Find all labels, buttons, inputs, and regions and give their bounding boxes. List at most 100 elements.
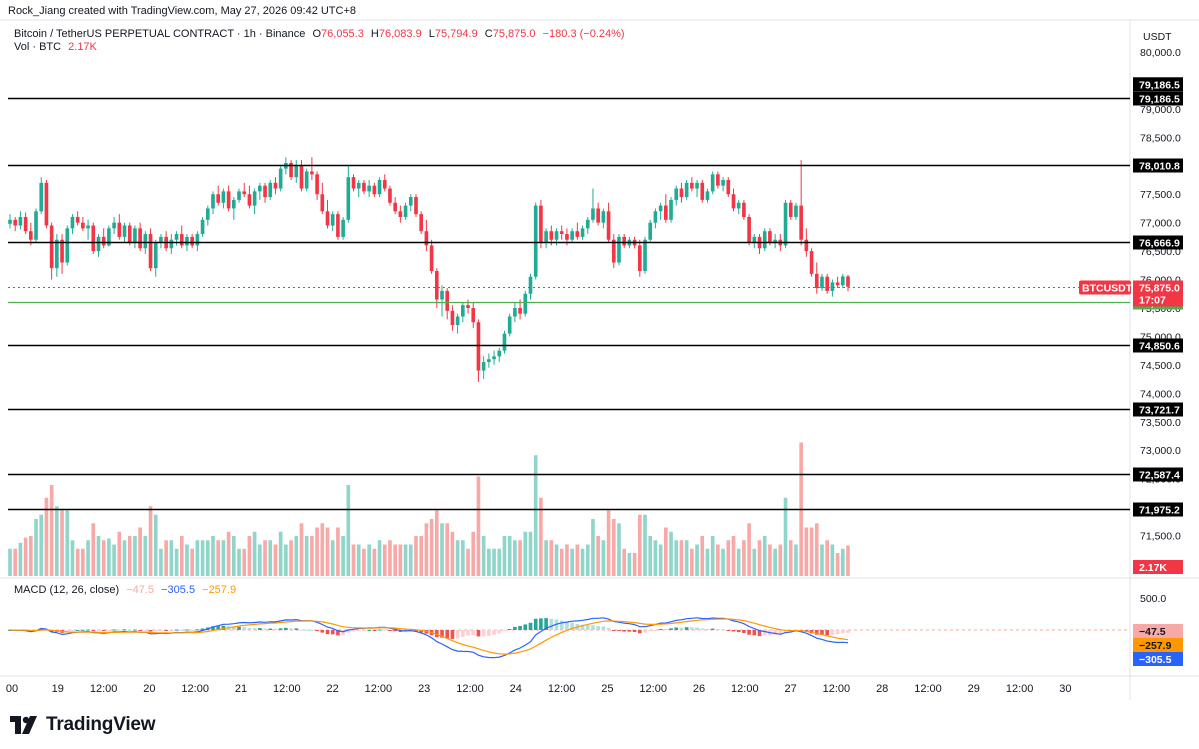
candle-body [450, 310, 455, 326]
candle-body [294, 165, 299, 178]
volume-bar [690, 548, 694, 576]
volume-bar [710, 536, 715, 576]
tradingview-brand[interactable]: TradingView [10, 714, 156, 736]
candle-body [185, 236, 189, 246]
candle-body [200, 219, 205, 235]
candle-body [846, 276, 850, 287]
level-price-label: 73,721.7 [1139, 405, 1180, 417]
candle-body [237, 191, 241, 200]
volume-bar [747, 523, 751, 576]
candle-body [539, 205, 543, 243]
macd-hist-bar [247, 628, 252, 630]
macd-hist-bar [164, 630, 168, 631]
time-tick: 12:00 [90, 683, 118, 695]
candle-body [580, 228, 585, 237]
volume-bar [320, 523, 325, 576]
volume-bar [330, 540, 335, 576]
volume-bar [726, 540, 731, 576]
macd-hist-bar [351, 630, 356, 632]
candle-body [388, 188, 392, 203]
volume-bar [632, 553, 637, 576]
macd-group [8, 617, 1130, 659]
volume-bar [814, 523, 819, 576]
volume-bar [169, 540, 174, 576]
macd-hist-bar [513, 626, 517, 630]
candle-body [710, 174, 715, 192]
macd-hist-bar [216, 626, 221, 630]
macd-hist-bar [762, 630, 767, 636]
volume-bar [258, 544, 262, 576]
volume-bar [70, 540, 75, 576]
candle-body [231, 199, 236, 209]
time-tick: 12:00 [639, 683, 667, 695]
volume-bar [768, 544, 772, 576]
macd-hist-bar [440, 630, 444, 638]
volume-bar [28, 536, 33, 576]
macd-hist-bar [627, 630, 632, 632]
macd-hist-bar [200, 628, 205, 630]
levels-group: 79,186.578,010.876,666.975,607.474,850.6… [8, 91, 1183, 517]
candle-body [705, 191, 710, 200]
candle-body [65, 228, 70, 263]
close-key: C [484, 28, 493, 40]
macd-hist-bar [679, 627, 684, 630]
macd-hist-bar [664, 629, 668, 631]
time-tick: 28 [876, 683, 888, 695]
volume-bar [164, 540, 168, 576]
candle-body [481, 362, 486, 371]
volume-bar [757, 540, 762, 576]
macd-label[interactable]: MACD (12, 26, close) [14, 584, 120, 596]
macd-hist-bar [492, 630, 496, 635]
volume-bar [585, 544, 590, 576]
volume-bar [205, 540, 210, 576]
candle-body [408, 197, 413, 206]
volume-bar [346, 485, 351, 576]
volume-bar [143, 536, 148, 576]
macd-hist-bar [674, 627, 679, 630]
volume-bar [773, 548, 777, 576]
currency-label: USDT [1143, 31, 1172, 43]
volume-bar [565, 544, 569, 576]
level-price-tag [1133, 502, 1183, 517]
volume-bar [591, 519, 595, 576]
macd-tick: 500.0 [1140, 593, 1166, 605]
macd-hist-bar [606, 628, 611, 630]
time-tick: 26 [693, 683, 705, 695]
volume-bar [237, 548, 241, 576]
macd-hist-bar [179, 629, 184, 631]
volume-bar [408, 544, 413, 576]
candle-body [617, 236, 621, 263]
volume-bar [601, 540, 606, 576]
volume-bar [356, 544, 361, 576]
volume-bar [252, 531, 257, 576]
candle-body [799, 205, 803, 240]
candle-body [788, 202, 793, 217]
low-key: L [428, 28, 435, 40]
candle-body [211, 194, 215, 209]
volume-bar [507, 536, 512, 576]
symbol-title[interactable]: Bitcoin / TetherUS PERPETUAL CONTRACT · … [14, 28, 306, 40]
volume-label[interactable]: Vol · BTC [14, 41, 62, 53]
macd-hist-bar [710, 628, 715, 630]
volume-bar [664, 527, 668, 576]
candle-body [820, 276, 824, 289]
volume-bar [86, 540, 90, 576]
volume-bar [117, 531, 122, 576]
macd-hist-bar [273, 628, 278, 630]
candle-body [143, 234, 148, 249]
volume-bar [81, 548, 85, 576]
candle-body [8, 219, 12, 224]
candle-body [533, 205, 538, 277]
volume-bar [450, 531, 455, 576]
time-tick: 27 [784, 683, 796, 695]
candle-body [289, 162, 293, 178]
macd-hist-bar [86, 629, 90, 631]
candle-body [247, 194, 252, 206]
macd-hist-bar [622, 630, 627, 632]
volume-bar [627, 553, 632, 576]
macd-hist-bar [96, 630, 101, 631]
candle-body [549, 231, 554, 240]
candle-body [226, 191, 231, 209]
volume-bar [518, 540, 522, 576]
